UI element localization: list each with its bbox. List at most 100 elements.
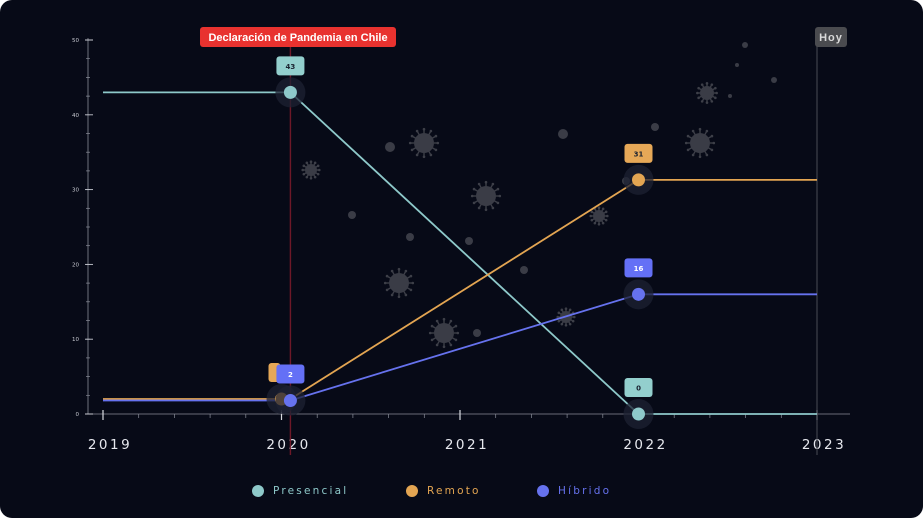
virus-icon — [558, 129, 568, 139]
marker-point — [632, 173, 645, 187]
virus-body — [771, 77, 777, 83]
virus-body — [558, 129, 568, 139]
virus-spike-tip — [597, 222, 601, 226]
virus-spike-tip — [601, 221, 605, 225]
virus-spike-tip — [472, 187, 476, 191]
virus-spike-tip — [593, 221, 597, 225]
virus-icon — [348, 211, 356, 219]
marker-point — [283, 85, 297, 99]
virus-icon — [771, 77, 777, 83]
value-label-bg — [624, 378, 653, 397]
virus-spike-tip — [408, 141, 412, 145]
virus-spike-tip — [415, 129, 419, 133]
virus-spike-tip — [564, 307, 568, 311]
value-label-bg — [624, 143, 653, 163]
y-tick-label: 50 — [72, 38, 79, 44]
virus-spike-tip — [698, 155, 702, 159]
virus-spike-tip — [714, 86, 717, 90]
virus-body — [434, 323, 454, 343]
virus-spike-tip — [564, 323, 568, 327]
virus-spike-tip — [710, 100, 714, 103]
virus-body — [465, 237, 473, 245]
virus-spike-tip — [470, 194, 474, 198]
virus-spike-tip — [686, 134, 690, 138]
virus-body — [735, 63, 739, 67]
virus-spike-tip — [415, 153, 419, 157]
virus-spike-tip — [498, 194, 502, 198]
virus-body — [651, 123, 659, 131]
virus-spike-tip — [484, 208, 488, 212]
legend-item-presencial: Presencial — [252, 485, 348, 497]
virus-body — [742, 42, 748, 48]
value-label-bg — [276, 56, 305, 76]
virus-spike-tip — [309, 160, 313, 164]
y-tick-label: 40 — [72, 113, 79, 119]
virus-spike-tip — [571, 319, 575, 323]
legend: Presencial Remoto Híbrido — [0, 485, 923, 503]
virus-icon — [520, 266, 528, 274]
virus-spike-tip — [560, 308, 564, 312]
value-label: 43 — [286, 63, 296, 71]
x-tick-label: 2023 — [802, 437, 846, 453]
series-line-remoto — [103, 179, 817, 400]
value-label: 0 — [636, 385, 641, 393]
virus-spike-tip — [422, 127, 426, 131]
virus-spike-tip — [449, 319, 453, 323]
virus-spike-tip — [696, 91, 699, 95]
virus-spike-tip — [568, 322, 572, 326]
x-tick-label: 2020 — [266, 437, 310, 453]
virus-spike-tip — [700, 83, 704, 86]
virus-spike-tip — [435, 319, 439, 323]
virus-spike-tip — [316, 172, 320, 176]
virus-spike-tip — [698, 127, 702, 131]
virus-spike-tip — [477, 206, 481, 210]
virus-icon — [742, 42, 748, 48]
virus-spike-tip — [454, 324, 458, 328]
virus-spike-tip — [472, 201, 476, 205]
y-tick-label: 10 — [72, 337, 79, 343]
virus-spike-tip — [557, 319, 561, 323]
pandemic-label: Declaración de Pandemia en Chile — [208, 32, 387, 44]
virus-icon — [385, 142, 395, 152]
markers: 43 0 31 2 16 — [266, 56, 654, 429]
virus-icon — [408, 127, 440, 159]
annotations: Declaración de Pandemia en Chile Hoy — [200, 27, 847, 47]
virus-spike-tip — [429, 153, 433, 157]
virus-spike-tip — [700, 100, 704, 103]
virus-spike-tip — [302, 164, 306, 168]
virus-spike-tip — [397, 267, 401, 271]
virus-spike-tip — [383, 281, 387, 285]
marker-point — [632, 287, 645, 301]
virus-spike-tip — [697, 96, 700, 100]
reference-lines — [289, 30, 818, 455]
virus-icon — [735, 63, 739, 67]
legend-label-hibrido: Híbrido — [558, 485, 612, 497]
virus-spike-tip — [597, 206, 601, 210]
virus-icon — [589, 206, 609, 226]
virus-icon — [651, 123, 659, 131]
virus-spike-tip — [601, 207, 605, 211]
virus-spike-tip — [409, 274, 413, 278]
virus-body — [348, 211, 356, 219]
virus-spike-tip — [491, 182, 495, 186]
virus-spike-tip — [604, 210, 608, 214]
virus-icon — [301, 160, 321, 180]
value-label: 31 — [634, 150, 644, 158]
today-label: Hoy — [819, 32, 843, 44]
virus-spike-tip — [572, 315, 576, 319]
value-label-bg — [276, 364, 305, 384]
virus-spike-tip — [429, 129, 433, 133]
virus-spike-tip — [691, 153, 695, 157]
virus-spike-tip — [434, 148, 438, 152]
virus-spike-tip — [705, 129, 709, 133]
value-label-bg — [624, 258, 653, 278]
virus-spike-tip — [410, 148, 414, 152]
virus-body — [473, 329, 481, 337]
virus-spike-tip — [305, 161, 309, 165]
virus-icon — [470, 180, 502, 212]
virus-icon — [465, 237, 473, 245]
virus-body — [700, 86, 714, 100]
virus-spike-tip — [385, 274, 389, 278]
series — [103, 91, 817, 415]
